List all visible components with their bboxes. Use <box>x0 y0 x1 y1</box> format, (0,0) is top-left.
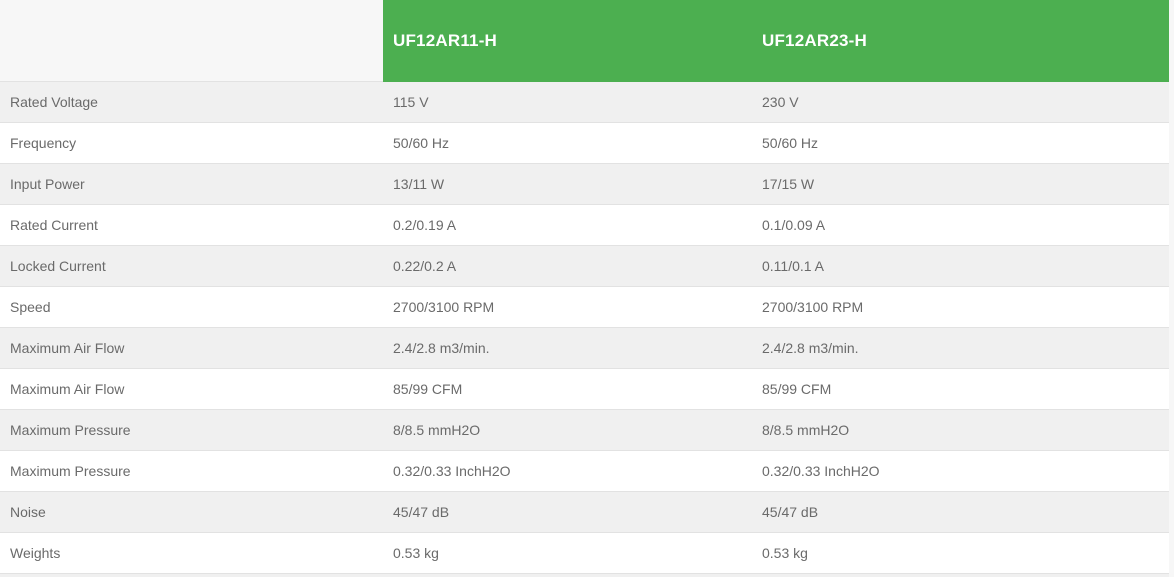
spec-value: 45/47 dB <box>393 504 450 520</box>
spec-label: Maximum Air Flow <box>10 381 125 397</box>
spec-value: 8/8.5 mmH2O <box>762 422 850 438</box>
spec-label: Maximum Pressure <box>10 422 131 438</box>
spec-value: 0.2/0.19 A <box>393 217 457 233</box>
spec-label: Locked Current <box>10 258 106 274</box>
spec-value: 85/99 CFM <box>762 381 832 397</box>
product-column-header-2: UF12AR23-H <box>752 0 1169 82</box>
spec-label: Speed <box>10 299 51 315</box>
spec-value: 2700/3100 RPM <box>762 299 864 315</box>
spec-value: 2.4/2.8 m3/min. <box>393 340 490 356</box>
spec-value: 85/99 CFM <box>393 381 463 397</box>
spec-value: 17/15 W <box>762 176 815 192</box>
table-row: Input Power 13/11 W 17/15 W <box>0 164 1169 205</box>
table-row: Maximum Air Flow 2.4/2.8 m3/min. 2.4/2.8… <box>0 328 1169 369</box>
spec-value: 0.53 kg <box>393 545 439 561</box>
spec-value: 0.53 kg <box>762 545 808 561</box>
spec-value: 0.32/0.33 InchH2O <box>762 463 880 479</box>
spec-value: 0.32/0.33 InchH2O <box>393 463 511 479</box>
spec-label: Input Power <box>10 176 85 192</box>
spec-value: 0.11/0.1 A <box>762 258 825 274</box>
table-row: Frequency 50/60 Hz 50/60 Hz <box>0 123 1169 164</box>
table-row: Maximum Pressure 0.32/0.33 InchH2O 0.32/… <box>0 451 1169 492</box>
header-blank-cell <box>0 0 383 82</box>
spec-value: 45/47 dB <box>762 504 819 520</box>
table-row: Speed 2700/3100 RPM 2700/3100 RPM <box>0 287 1169 328</box>
spec-label: Weights <box>10 545 61 561</box>
table-header-row: UF12AR11-H UF12AR23-H <box>0 0 1169 82</box>
spec-value: 2700/3100 RPM <box>393 299 495 315</box>
spec-label: Noise <box>10 504 46 520</box>
spec-value: 13/11 W <box>393 176 445 192</box>
table-row: Weights 0.53 kg 0.53 kg <box>0 533 1169 574</box>
spec-label: Frequency <box>10 135 77 151</box>
spec-label: Rated Voltage <box>10 94 98 110</box>
spec-value: 50/60 Hz <box>393 135 450 151</box>
table-row: Rated Voltage 115 V 230 V <box>0 82 1169 123</box>
table-row: Maximum Pressure 8/8.5 mmH2O 8/8.5 mmH2O <box>0 410 1169 451</box>
spec-value: 0.22/0.2 A <box>393 258 457 274</box>
spec-value: 2.4/2.8 m3/min. <box>762 340 859 356</box>
spec-table-body: Rated Voltage 115 V 230 V Frequency 50/6… <box>0 82 1169 574</box>
partial-row-strip <box>0 574 1169 577</box>
table-row: Rated Current 0.2/0.19 A 0.1/0.09 A <box>0 205 1169 246</box>
product-column-header-1: UF12AR11-H <box>383 0 752 82</box>
spec-value: 115 V <box>393 94 429 110</box>
spec-value: 50/60 Hz <box>762 135 819 151</box>
spec-label: Maximum Air Flow <box>10 340 125 356</box>
table-row: Locked Current 0.22/0.2 A 0.11/0.1 A <box>0 246 1169 287</box>
spec-value: 230 V <box>762 94 799 110</box>
spec-value: 0.1/0.09 A <box>762 217 826 233</box>
table-row: Maximum Air Flow 85/99 CFM 85/99 CFM <box>0 369 1169 410</box>
spec-label: Maximum Pressure <box>10 463 131 479</box>
spec-label: Rated Current <box>10 217 98 233</box>
table-row: Noise 45/47 dB 45/47 dB <box>0 492 1169 533</box>
spec-value: 8/8.5 mmH2O <box>393 422 481 438</box>
